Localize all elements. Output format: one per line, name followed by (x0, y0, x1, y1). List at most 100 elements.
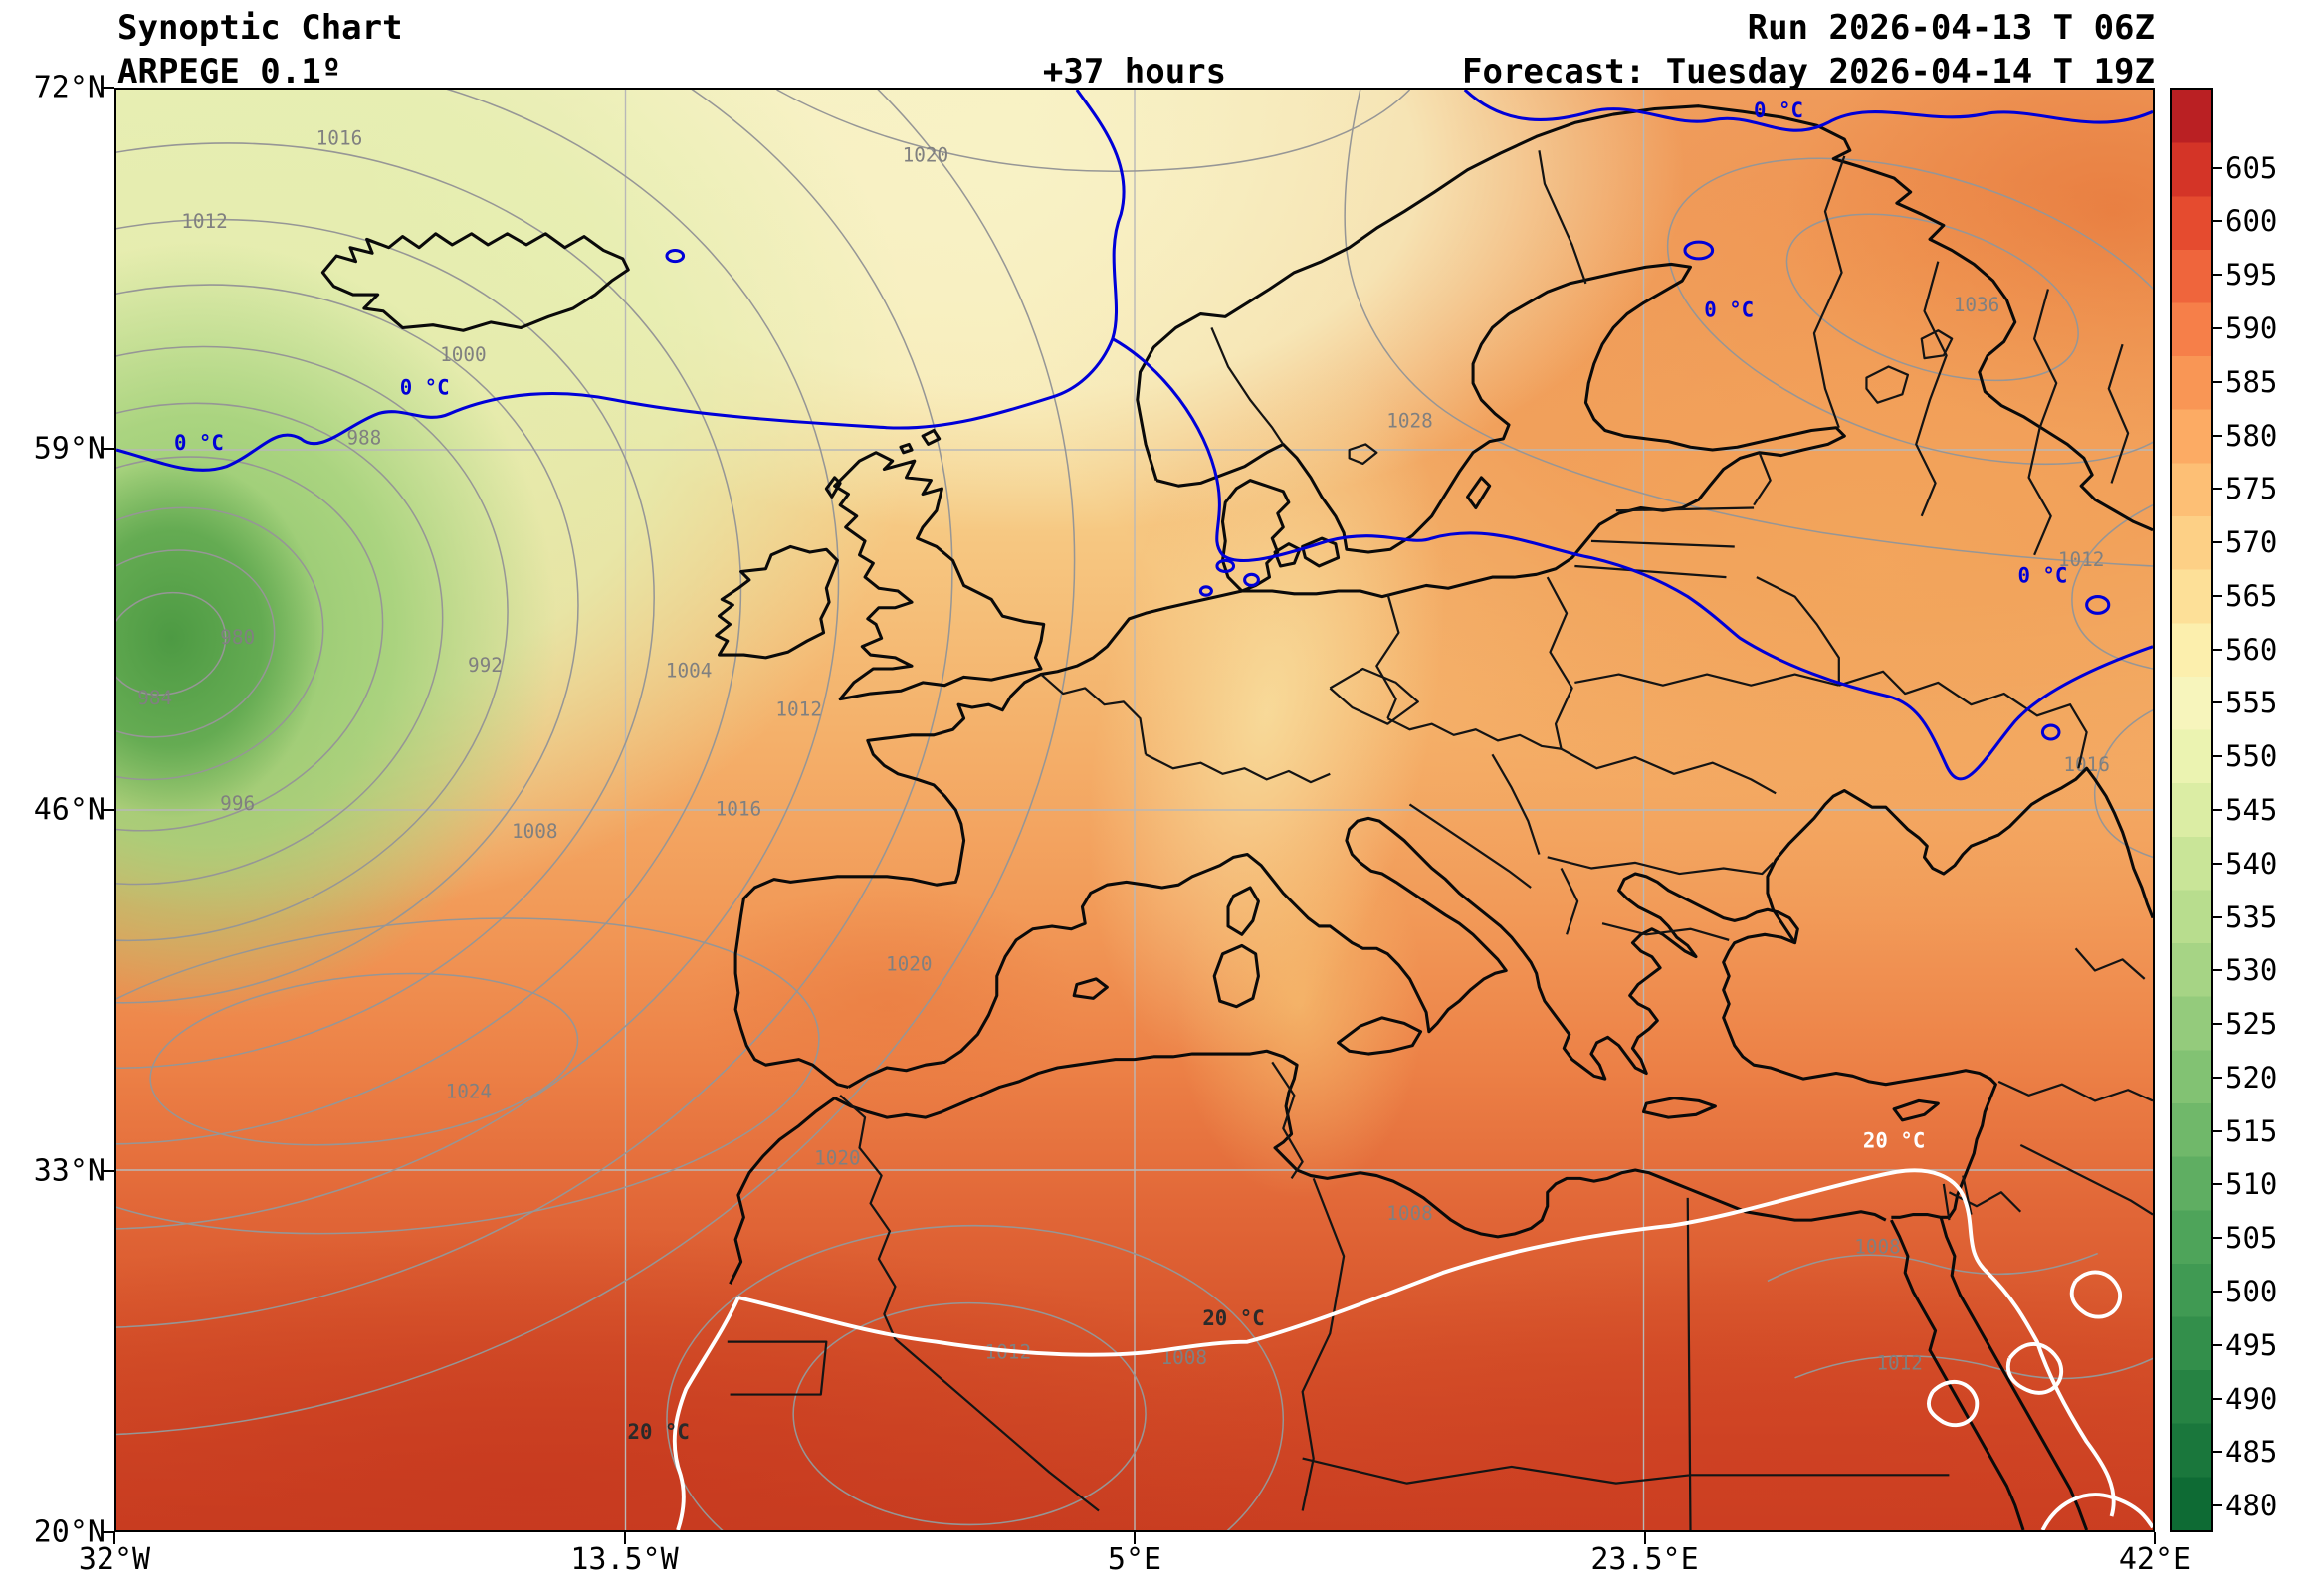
coast-mediterranean-north (847, 816, 1997, 1219)
colorbar-tick-label: 585 (2225, 364, 2278, 399)
isobar-label: 980 (220, 626, 255, 649)
colorbar (2170, 88, 2213, 1532)
coast-funen (1273, 542, 1302, 568)
lon-tick-mark (2154, 1532, 2156, 1544)
isobar-labels-layer: 1016 1012 1020 1028 1036 1000 988 992 980 984 996 1… (137, 127, 2110, 1375)
isobar-label: 1012 (1876, 1351, 1923, 1374)
colorbar-tick-mark (2213, 1183, 2222, 1186)
lon-tick-mark (623, 1532, 626, 1544)
isobar-label: 1020 (886, 952, 933, 975)
coast-orkney (899, 442, 914, 455)
isobar-label: 1016 (316, 127, 363, 150)
graticule-layer (116, 90, 2153, 1530)
isobar-label: 992 (468, 654, 503, 677)
isobar-label: 1008 (1386, 1202, 1433, 1225)
isobar-label: 996 (220, 792, 255, 815)
colorbar-tick-label: 480 (2225, 1489, 2278, 1523)
lead-time-label: +37 hours (1042, 52, 1227, 92)
isobar-label: 1012 (775, 698, 822, 720)
lat-tick-mark (103, 1170, 114, 1172)
colorbar-tick-mark (2213, 434, 2222, 437)
isobar-label: 1000 (440, 343, 487, 366)
colorbar-tick-mark (2213, 915, 2222, 918)
coast-hebrides (824, 476, 842, 499)
colorbar-tick-mark (2213, 594, 2222, 597)
borders-layer (727, 150, 2153, 1530)
coast-atlantic-mainland (733, 589, 1243, 1089)
warm-isotherm-label: 20 °C (1863, 1129, 1925, 1153)
forecast-label: Forecast: Tuesday 2026-04-14 T 19Z (1462, 52, 2155, 92)
zero-isotherm-label: 0 °C (2017, 564, 2067, 588)
colorbar-tick-mark (2213, 755, 2222, 758)
isobar-label: 1012 (2058, 548, 2105, 571)
colorbar-tick-label: 550 (2225, 739, 2278, 774)
colorbar-tick-mark (2213, 809, 2222, 811)
colorbar-tick-mark (2213, 220, 2222, 223)
colorbar-tick-mark (2213, 1129, 2222, 1132)
colorbar-tick-mark (2213, 1451, 2222, 1454)
coast-shetland (921, 428, 942, 446)
colorbar-tick-label: 560 (2225, 632, 2278, 667)
lat-tick-label: 33°N (33, 1153, 105, 1189)
isobar-label: 1008 (512, 820, 558, 843)
isobar-label: 1004 (666, 659, 713, 682)
lon-tick-label: 13.5°W (570, 1542, 679, 1577)
colorbar-tick-label: 575 (2225, 472, 2278, 506)
colorbar-tick-label: 515 (2225, 1113, 2278, 1148)
colorbar-tick-mark (2213, 166, 2222, 169)
lon-tick-mark (113, 1532, 115, 1544)
colorbar-tick-mark (2213, 380, 2222, 383)
colorbar-tick-label: 540 (2225, 846, 2278, 881)
coast-red-sea-west (1889, 1219, 2025, 1530)
colorbar-tick-label: 485 (2225, 1435, 2278, 1470)
colorbar-tick-label: 500 (2225, 1275, 2278, 1308)
colorbar-tick-mark (2213, 1343, 2222, 1346)
colorbar-tick-mark (2213, 1023, 2222, 1026)
lon-tick-mark (1643, 1532, 1646, 1544)
coast-baltic (1155, 262, 1846, 599)
colorbar-tick-mark (2213, 1397, 2222, 1400)
colorbar-tick-mark (2213, 327, 2222, 329)
lat-tick-label: 59°N (33, 431, 105, 467)
map-panel: 1016 1012 1020 1028 1036 1000 988 992 980 984 996 1… (114, 88, 2155, 1532)
colorbar-tick-label: 495 (2225, 1327, 2278, 1362)
coast-sardinia (1212, 943, 1260, 1009)
colorbar-tick-label: 510 (2225, 1167, 2278, 1202)
lon-tick-label: 23.5°E (1590, 1542, 1699, 1577)
isobars-layer (116, 90, 2153, 1530)
coast-corsica (1226, 886, 1260, 936)
colorbar-tick-label: 590 (2225, 311, 2278, 345)
isotherm-20c-layer (672, 1168, 2153, 1530)
colorbar-tick-mark (2213, 488, 2222, 491)
colorbar-tick-label: 545 (2225, 793, 2278, 827)
coast-zealand (1301, 536, 1341, 568)
lat-tick-mark (103, 809, 114, 811)
lat-tick-mark (103, 448, 114, 450)
model-label: ARPEGE 0.1º (117, 52, 342, 92)
zero-isotherm-label: 0 °C (1704, 298, 1754, 321)
coast-ireland (715, 544, 839, 660)
colorbar-tick-label: 565 (2225, 578, 2278, 613)
coast-arctic (1136, 104, 2153, 532)
coast-cyprus (1892, 1098, 1940, 1122)
colorbar-tick-mark (2213, 969, 2222, 972)
isotherm-0c-layer (116, 90, 2153, 781)
colorbar-tick-mark (2213, 648, 2222, 651)
colorbar-tick-label: 600 (2225, 204, 2278, 239)
colorbar-tick-label: 555 (2225, 686, 2278, 720)
isobar-label: 988 (346, 426, 381, 449)
isobar-label: 1012 (181, 210, 228, 233)
colorbar-tick-label: 525 (2225, 1007, 2278, 1042)
run-label: Run 2026-04-13 T 06Z (1747, 8, 2155, 48)
lon-tick-label: 42°E (2118, 1542, 2192, 1577)
lat-tick-label: 20°N (33, 1514, 105, 1550)
coast-great-britain (833, 451, 1046, 701)
colorbar-tick-mark (2213, 1076, 2222, 1079)
colorbar-tick-label: 570 (2225, 525, 2278, 560)
isobar-label: 1020 (903, 143, 949, 166)
colorbar-tick-mark (2213, 541, 2222, 544)
colorbar-tick-label: 530 (2225, 953, 2278, 988)
coast-sicily (1337, 1016, 1423, 1056)
coast-crete (1641, 1097, 1717, 1119)
